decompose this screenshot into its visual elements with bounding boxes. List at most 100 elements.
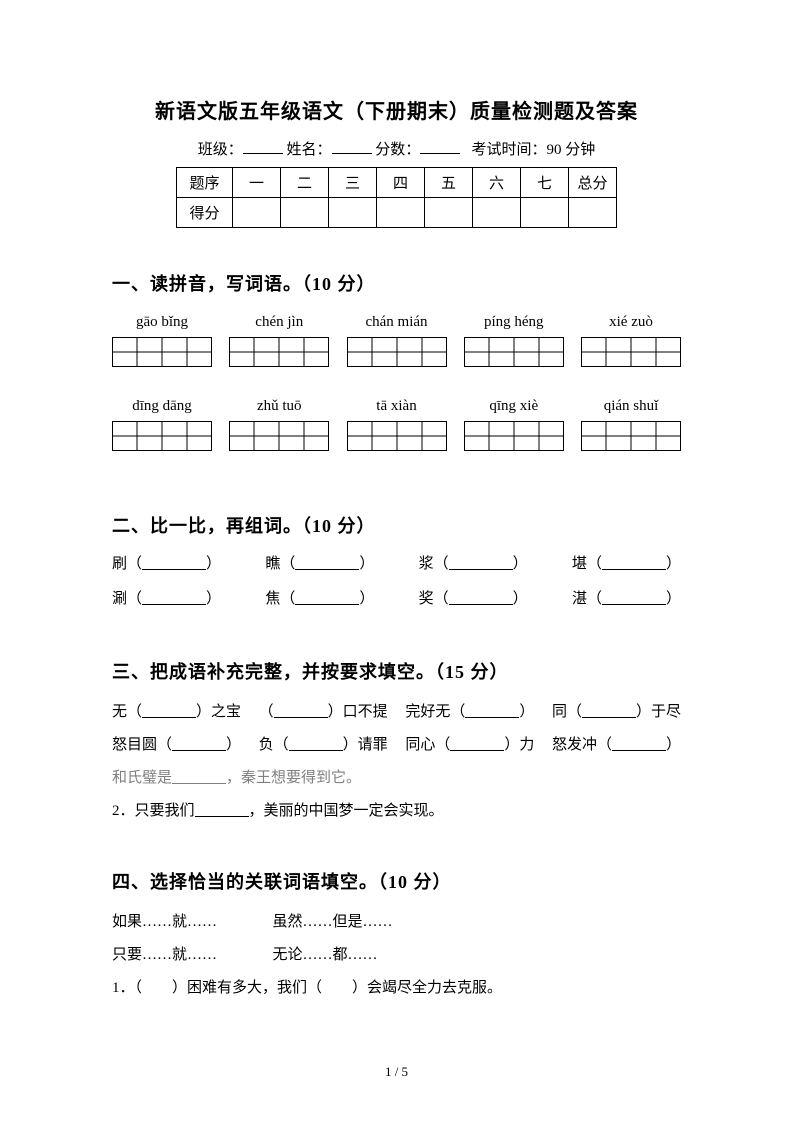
blank[interactable] — [195, 802, 249, 817]
char: 奖 — [419, 591, 434, 607]
page-number: 1 / 5 — [0, 1064, 793, 1080]
col-5: 五 — [425, 168, 473, 198]
pinyin: dīng dāng — [112, 398, 212, 415]
conj-option: 只要……就…… — [112, 947, 217, 963]
tianzige[interactable] — [464, 421, 564, 451]
section3-heading: 三、把成语补充完整，并按要求填空。（15 分） — [112, 658, 681, 684]
tianzige[interactable] — [347, 421, 447, 451]
blank[interactable] — [142, 555, 206, 570]
blank[interactable] — [465, 703, 519, 718]
pinyin: píng héng — [464, 314, 564, 331]
pinyin: qián shuǐ — [581, 398, 681, 415]
q4-item1: 1．（ ）困难有多大，我们（ ）会竭尽全力去克服。 — [112, 972, 681, 1005]
tianzige[interactable] — [347, 337, 447, 367]
pinyin: tā xiàn — [347, 398, 447, 415]
blank[interactable] — [295, 590, 359, 605]
class-blank[interactable] — [243, 139, 283, 154]
pinyin: chén jìn — [229, 314, 329, 331]
txt: 负（ — [259, 737, 289, 753]
char: 刷 — [112, 556, 127, 572]
section2-heading: 二、比一比，再组词。（10 分） — [112, 512, 681, 538]
char: 浆 — [419, 556, 434, 572]
section1-heading: 一、读拼音，写词语。（10 分） — [112, 270, 681, 296]
score-row-label: 得分 — [177, 198, 233, 228]
tianzige[interactable] — [581, 337, 681, 367]
tianzige[interactable] — [229, 421, 329, 451]
time-label: 考试时间：90 分钟 — [472, 142, 596, 158]
tianzige[interactable] — [581, 421, 681, 451]
col-2: 二 — [281, 168, 329, 198]
tianzige[interactable] — [112, 421, 212, 451]
pinyin-row-1: gāo bǐng chén jìn chán mián píng héng xi… — [112, 314, 681, 372]
txt: （ — [259, 704, 274, 720]
pinyin: chán mián — [347, 314, 447, 331]
score-table: 题序 一 二 三 四 五 六 七 总分 得分 — [176, 167, 617, 228]
blank[interactable] — [450, 736, 504, 751]
txt: ） — [519, 704, 534, 720]
score-cell[interactable] — [425, 198, 473, 228]
blank[interactable] — [582, 703, 636, 718]
score-cell[interactable] — [281, 198, 329, 228]
txt: 无（ — [112, 704, 142, 720]
txt: 同心（ — [405, 737, 450, 753]
pinyin: gāo bǐng — [112, 314, 212, 331]
info-line: 班级： 姓名： 分数： 考试时间：90 分钟 — [112, 138, 681, 159]
txt: ） — [666, 737, 681, 753]
score-cell[interactable] — [473, 198, 521, 228]
txt: ）口不提 — [328, 704, 388, 720]
txt: 和氏璧是 — [112, 770, 172, 786]
section4-body: 如果……就…… 虽然……但是…… 只要……就…… 无论……都…… 1．（ ）困难… — [112, 906, 681, 1005]
page-title: 新语文版五年级语文（下册期末）质量检测题及答案 — [112, 95, 681, 124]
q2-row-2: 涮（） 焦（） 奖（） 湛（） — [112, 587, 681, 608]
blank[interactable] — [142, 703, 196, 718]
blank[interactable] — [289, 736, 343, 751]
txt: ）于尽 — [636, 704, 681, 720]
blank[interactable] — [602, 590, 666, 605]
score-cell[interactable] — [329, 198, 377, 228]
blank[interactable] — [295, 555, 359, 570]
blank[interactable] — [274, 703, 328, 718]
blank[interactable] — [172, 736, 226, 751]
conj-option: 无论……都…… — [273, 947, 378, 963]
tianzige[interactable] — [229, 337, 329, 367]
score-cell[interactable] — [569, 198, 617, 228]
pinyin: qīng xiè — [464, 398, 564, 415]
col-3: 三 — [329, 168, 377, 198]
txt: 怒发冲（ — [552, 737, 612, 753]
blank[interactable] — [142, 590, 206, 605]
tianzige[interactable] — [112, 337, 212, 367]
txt: ，秦王想要得到它。 — [226, 770, 361, 786]
char: 堪 — [572, 556, 587, 572]
col-total: 总分 — [569, 168, 617, 198]
char: 瞧 — [265, 556, 280, 572]
col-4: 四 — [377, 168, 425, 198]
blank[interactable] — [449, 555, 513, 570]
pinyin-row-2: dīng dāng zhǔ tuō tā xiàn qīng xiè qián … — [112, 398, 681, 456]
tianzige[interactable] — [464, 337, 564, 367]
char: 焦 — [265, 591, 280, 607]
name-label: 姓名： — [286, 142, 331, 158]
blank[interactable] — [612, 736, 666, 751]
score-blank[interactable] — [420, 139, 460, 154]
score-cell[interactable] — [521, 198, 569, 228]
txt: 同（ — [552, 704, 582, 720]
conj-option: 虽然……但是…… — [273, 914, 393, 930]
score-label: 分数： — [375, 142, 420, 158]
char: 湛 — [572, 591, 587, 607]
col-1: 一 — [233, 168, 281, 198]
blank[interactable] — [172, 769, 226, 784]
blank[interactable] — [449, 590, 513, 605]
section4-heading: 四、选择恰当的关联词语填空。（10 分） — [112, 868, 681, 894]
name-blank[interactable] — [332, 139, 372, 154]
blank[interactable] — [602, 555, 666, 570]
txt: 完好无（ — [405, 704, 465, 720]
score-cell[interactable] — [233, 198, 281, 228]
txt: ） — [226, 737, 241, 753]
score-cell[interactable] — [377, 198, 425, 228]
txt: ）之宝 — [196, 704, 241, 720]
char: 涮 — [112, 591, 127, 607]
txt: ，美丽的中国梦一定会实现。 — [249, 803, 444, 819]
pinyin: xié zuò — [581, 314, 681, 331]
section3-body: 无（）之宝 （）口不提 完好无（） 同（）于尽 怒目圆（） 负（）请罪 同心（）… — [112, 696, 681, 828]
row-label: 题序 — [177, 168, 233, 198]
